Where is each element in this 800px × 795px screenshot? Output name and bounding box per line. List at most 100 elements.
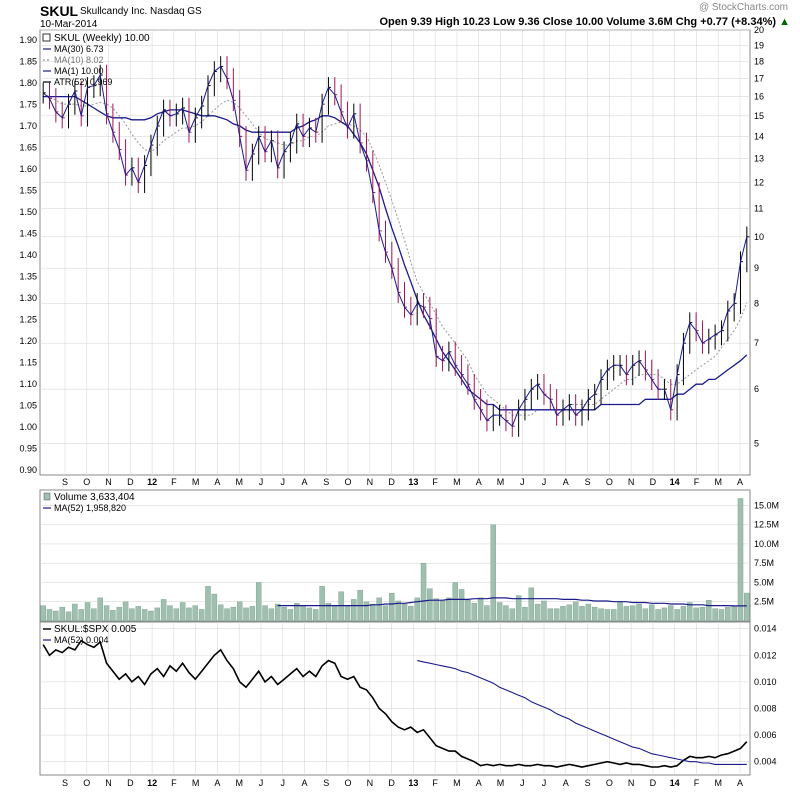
volume-bar [731,606,737,622]
volume-bar [693,607,699,622]
x-tick-label: D [388,778,395,788]
volume-bar [211,593,218,622]
x-tick-label: J [259,778,264,788]
x-tick-label: A [737,477,743,487]
volume-bar [116,606,122,622]
volume-bar [78,609,84,622]
x-tick-label: N [628,778,635,788]
left-tick-label: 1.25 [19,315,37,325]
x-tick-label: M [235,778,243,788]
x-tick-label: O [83,477,90,487]
x-tick-label: F [432,477,438,487]
x-tick-label: M [497,477,505,487]
left-tick-label: 1.00 [19,422,37,432]
x-tick-label: D [650,477,657,487]
volume-bar [547,608,554,622]
volume-bar [122,601,129,622]
volume-bar [40,605,46,622]
volume-bar [243,607,249,622]
volume-bar [236,601,243,622]
volume-bar [452,582,458,622]
x-tick-label: N [628,477,635,487]
ratio-title: SKUL:$SPX 0.005 [54,624,137,635]
volume-bar [148,610,154,622]
volume-legend-swatch [43,492,51,501]
volume-bar [465,599,471,622]
volume-bar [186,607,192,622]
right-tick-label: 0.010 [754,677,777,687]
left-tick-label: 1.85 [19,57,37,67]
volume-bar [325,603,332,622]
volume-bar [129,608,135,622]
volume-bar [205,586,211,622]
volume-bar [300,605,306,622]
volume-bar [712,608,718,622]
x-tick-label: A [563,778,569,788]
x-tick-label: O [606,477,613,487]
x-tick-label: 13 [408,477,418,487]
left-tick-label: 1.10 [19,379,37,389]
volume-bar [344,605,351,622]
legend-label: ATR(52) 0.969 [54,77,112,87]
ratio-ma-label: MA(52) 0.004 [54,635,109,645]
change-arrow-icon: ▲ [779,16,790,28]
watermark: @ StockCharts.com [698,2,788,13]
ma1-line [42,65,748,428]
volume-bar [313,609,319,622]
volume-title: Volume 3,633,404 [54,492,135,503]
x-tick-label: 12 [147,477,157,487]
ratio-line [42,639,748,768]
x-tick-label: M [714,477,722,487]
volume-bar [509,608,516,622]
quote-line: Open 9.39 High 10.23 Low 9.36 Close 10.0… [379,16,790,28]
volume-bar [65,611,72,622]
right-tick-label: 0.014 [754,624,777,634]
x-tick-label: 14 [670,778,680,788]
volume-bar [217,604,224,622]
left-tick-label: 0.90 [19,465,37,475]
volume-bar [744,592,750,622]
right-tick-label: 5.0M [754,577,774,587]
volume-bar [72,603,78,622]
left-tick-label: 1.35 [19,272,37,282]
right-tick-label: 7.5M [754,558,774,568]
x-tick-label: F [171,778,177,788]
volume-bar [46,609,53,622]
x-tick-label: S [585,477,591,487]
volume-bar [560,606,566,622]
left-tick-label: 1.40 [19,250,37,260]
volume-bar [135,606,141,622]
volume-bar [287,609,294,622]
volume-bar [370,603,376,622]
volume-bar [420,563,427,622]
volume-bar [255,582,262,622]
volume-bar [395,600,401,622]
x-tick-label: N [367,477,374,487]
left-tick-label: 1.30 [19,293,37,303]
ratio-frame [39,621,751,776]
volume-bar [528,587,535,622]
right-tick-label: 10 [754,232,764,242]
ticker-symbol: SKUL [40,3,79,19]
volume-bar [490,524,496,622]
left-tick-label: 1.80 [19,78,37,88]
volume-bar [59,606,65,622]
x-tick-label: F [694,477,700,487]
volume-bar [262,605,268,622]
volume-bar [553,608,560,622]
x-tick-label: J [542,477,547,487]
volume-bar [179,602,186,622]
right-tick-label: 18 [754,56,764,66]
volume-bar [401,603,408,622]
volume-bar [268,608,275,622]
volume-bar [274,603,281,622]
volume-panel: 15.0M 12.5M 10.0M 7.5M 5.0M 2.5M Volume 3,633,… [39,489,779,622]
quote-date: 10-Mar-2014 [40,19,98,30]
volume-bar [642,608,649,622]
x-tick-label: N [367,778,374,788]
volume-bar [598,608,604,622]
x-tick-label: A [214,778,220,788]
volume-bar [484,605,490,622]
right-tick-label: 15.0M [754,500,779,510]
x-tick-label: A [737,778,743,788]
